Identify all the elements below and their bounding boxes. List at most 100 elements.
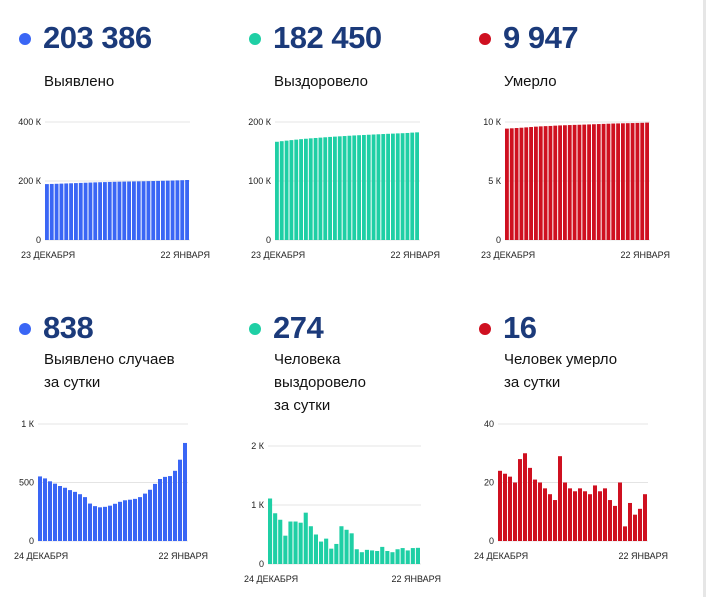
bar [410,132,415,240]
y-tick-label: 500 [19,478,34,488]
bar [623,526,627,541]
bar [376,134,381,240]
bar [390,552,395,564]
bar [329,548,334,564]
bar [519,127,524,240]
bar-chart: 0 1 К 2 К 24 ДЕКАБРЯ 22 ЯНВАРЯ [244,441,441,584]
bar [380,546,385,564]
bar [308,526,313,564]
bar [592,124,596,240]
bar [303,512,308,564]
bar [78,182,83,240]
bar [93,506,97,541]
y-tick-label: 0 [496,235,501,245]
bar [54,183,59,240]
bar [288,521,293,564]
bar [415,547,420,564]
bar [49,183,54,240]
bar [83,497,87,541]
bar [283,535,288,564]
y-tick-label: 1 К [251,500,265,510]
bar [323,137,328,240]
bar [548,494,552,541]
bar [38,476,42,541]
bar [395,133,400,240]
bar [53,483,57,541]
bar [635,122,640,240]
bar [410,548,415,564]
bar [64,183,69,240]
bar [366,134,371,240]
bar [88,503,92,541]
bar [405,132,410,240]
x-tick-label: 23 ДЕКАБРЯ [21,250,75,260]
x-tick-label: 22 ЯНВАРЯ [158,551,208,561]
bar [543,488,547,541]
bar [78,494,82,541]
bar [548,125,553,240]
bar [278,519,283,564]
bar [370,550,375,564]
bar [112,181,117,240]
stat-label: Выявлено случаев за сутки [44,351,175,391]
legend-dot [479,323,491,335]
bar [509,128,514,240]
legend-dot [479,33,491,45]
bar [503,473,507,541]
bar [633,514,637,541]
bar [153,483,157,541]
bar [45,184,49,240]
stat-value: 203 386 [43,20,152,55]
bar [304,138,308,240]
bar [582,124,587,240]
bar [128,499,132,541]
legend-dot [19,323,31,335]
bar [156,180,160,240]
bar [279,141,284,240]
bar-chart: 0 200 К 400 К 23 ДЕКАБРЯ 22 ЯНВАРЯ [18,117,210,260]
bar [313,534,318,564]
stat-label: Человека выздоровело за сутки [274,351,366,414]
stat-value: 838 [43,310,94,345]
bar [68,490,72,541]
y-tick-label: 2 К [251,441,265,451]
bar [588,494,592,541]
bar [583,491,587,541]
bar [133,498,137,541]
bar [608,500,612,541]
y-tick-label: 0 [259,559,264,569]
y-tick-label: 0 [29,536,34,546]
bar [127,181,131,240]
bar [543,126,548,240]
bar [98,182,102,240]
bar [146,181,151,240]
bar [572,124,577,240]
bar [354,549,359,564]
bar [386,133,390,240]
stat-value: 182 450 [273,20,382,55]
bar-chart: 0 20 40 24 ДЕКАБРЯ 22 ЯНВАРЯ [474,419,668,561]
bar [43,478,47,541]
bar [533,479,537,541]
bar [391,133,395,240]
bar [385,551,390,564]
bar [523,453,527,541]
bar [161,180,165,240]
bar [98,507,102,541]
bar [83,182,88,240]
page-edge-divider [703,0,706,597]
bar [621,123,625,240]
y-tick-label: 10 К [483,117,502,127]
bar [298,522,303,564]
bar [352,135,357,240]
bar [529,127,533,240]
bar [308,138,313,240]
bar [577,124,582,240]
bar [173,470,177,541]
bar [508,476,512,541]
bar [603,488,607,541]
legend-dot [249,323,261,335]
bar [63,487,67,541]
bar [294,139,299,240]
bar [628,502,632,541]
